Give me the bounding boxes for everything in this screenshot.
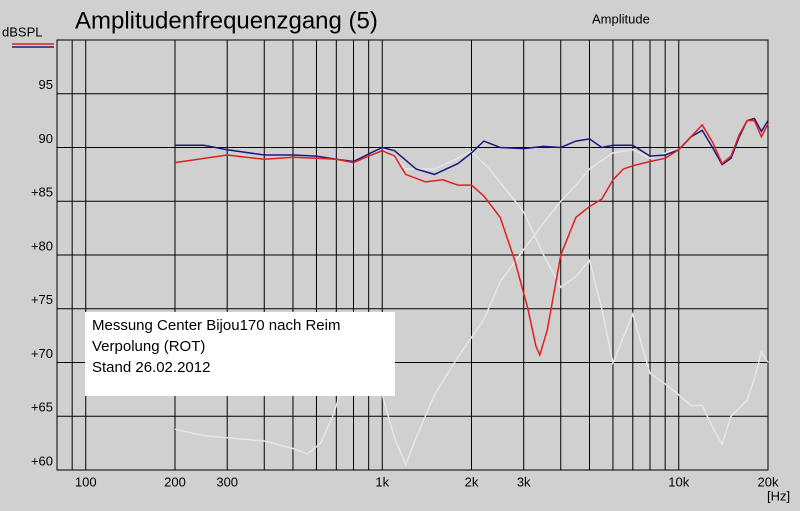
x-axis-label: [Hz]	[767, 488, 790, 503]
legend-label: Amplitude	[592, 11, 650, 26]
x-tick-label: 3k	[517, 474, 531, 489]
note-text: Stand 26.02.2012	[92, 359, 210, 376]
x-tick-label: 1k	[375, 474, 389, 489]
x-tick-label: 20k	[758, 474, 779, 489]
chart-title: Amplitudenfrequenzgang (5)	[75, 7, 378, 34]
y-tick-label: +80	[31, 238, 53, 253]
y-tick-label: +75	[31, 292, 53, 307]
x-tick-label: 10k	[668, 474, 689, 489]
x-tick-label: 100	[75, 474, 97, 489]
y-tick-label: +70	[31, 346, 53, 361]
note-text: Verpolung (ROT)	[92, 338, 205, 355]
x-tick-label: 2k	[465, 474, 479, 489]
y-tick-label: +60	[31, 453, 53, 468]
y-axis-label: dBSPL	[2, 24, 42, 39]
y-tick-label: +85	[31, 185, 53, 200]
y-tick-label: 95	[39, 77, 53, 92]
note-box	[85, 312, 395, 396]
y-tick-label: 90	[39, 131, 53, 146]
series-line	[174, 119, 769, 358]
plot-border	[56, 39, 769, 471]
y-tick-label: +65	[31, 400, 53, 415]
series-line	[381, 146, 769, 447]
note-text: Messung Center Bijou170 nach Reim	[92, 317, 340, 334]
series-line	[174, 147, 679, 467]
x-tick-label: 300	[216, 474, 238, 489]
x-tick-label: 200	[164, 474, 186, 489]
